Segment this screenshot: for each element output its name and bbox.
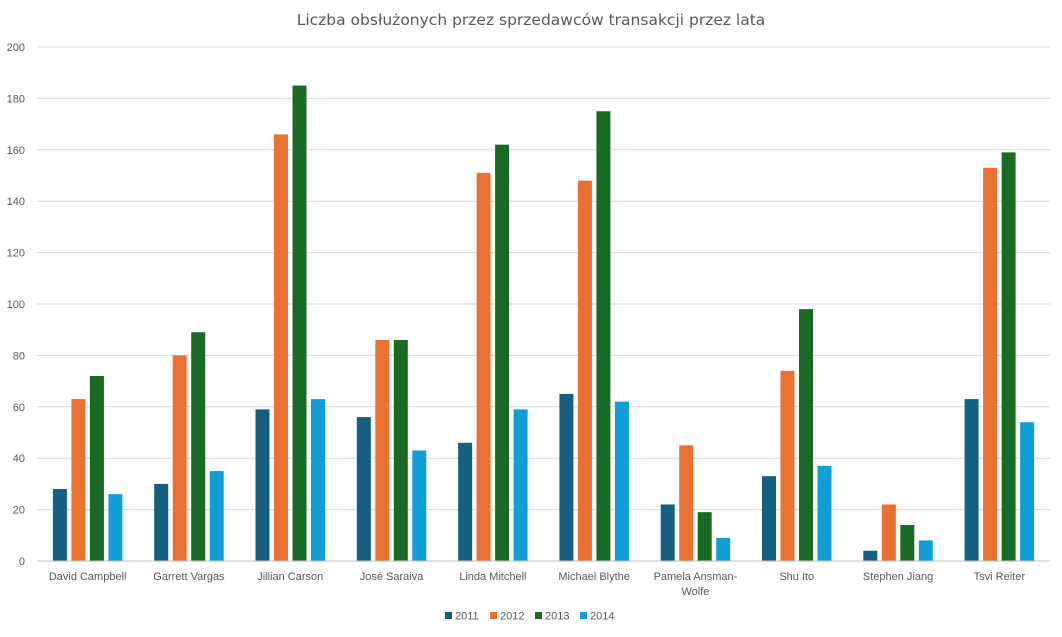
chart-title: Liczba obsłużonych przez sprzedawców tra… xyxy=(297,11,766,29)
bar xyxy=(458,442,473,561)
category-labels: David Campbell Garrett Vargas Jillian Cars… xyxy=(49,571,1026,598)
bar xyxy=(900,525,915,561)
bar xyxy=(679,445,694,561)
x-category-label: Stephen Jiang xyxy=(863,571,933,583)
bar xyxy=(209,471,224,561)
bar xyxy=(983,167,998,562)
bar xyxy=(1020,422,1035,561)
x-category-label: Jillian Carson xyxy=(257,571,323,583)
legend-swatch xyxy=(580,612,587,619)
legend-swatch xyxy=(445,612,452,619)
y-tick-label: 80 xyxy=(13,350,25,362)
x-category-label: Linda Mitchell xyxy=(459,571,526,583)
bar xyxy=(476,172,491,561)
bar xyxy=(863,550,878,561)
bar xyxy=(356,417,371,561)
x-category-label: Tsvi Reiter xyxy=(974,571,1026,583)
bar xyxy=(964,399,979,561)
y-tick-label: 20 xyxy=(13,505,25,517)
bar xyxy=(716,537,731,561)
y-axis-ticks: 0 20 40 60 80 100 120 140 160 180 200 xyxy=(7,42,25,568)
bar xyxy=(513,409,528,561)
bar xyxy=(596,111,611,561)
bar xyxy=(375,339,390,561)
bar xyxy=(614,401,629,561)
x-category-label: Pamela Ansman-Wolfe xyxy=(654,571,738,598)
legend-label: 2011 xyxy=(455,611,479,623)
bar xyxy=(191,332,206,561)
y-tick-label: 180 xyxy=(7,93,25,105)
gridlines xyxy=(37,46,1050,511)
x-category-label: David Campbell xyxy=(49,571,127,583)
legend-label: 2012 xyxy=(500,611,524,623)
legend-swatch xyxy=(535,612,542,619)
bar xyxy=(274,134,288,561)
y-tick-label: 100 xyxy=(7,299,25,311)
bar xyxy=(1001,152,1016,561)
bars xyxy=(52,85,1035,562)
bar xyxy=(52,489,67,561)
x-category-label: Michael Blythe xyxy=(558,571,630,583)
bar xyxy=(780,370,795,561)
legend: 2011 2012 2013 2014 xyxy=(445,611,614,623)
bar xyxy=(393,339,408,561)
bar xyxy=(697,512,712,561)
bar xyxy=(412,450,427,561)
bar xyxy=(311,399,325,561)
y-tick-label: 140 xyxy=(7,196,25,208)
legend-label: 2014 xyxy=(590,611,614,623)
legend-label: 2013 xyxy=(545,611,569,623)
x-category-label: Garrett Vargas xyxy=(153,571,225,583)
bar xyxy=(108,494,123,561)
bar xyxy=(918,540,933,561)
y-tick-label: 160 xyxy=(7,145,25,157)
y-tick-label: 200 xyxy=(7,42,25,54)
bar xyxy=(154,483,169,561)
y-tick-label: 60 xyxy=(13,402,25,414)
bar xyxy=(172,355,187,561)
bar xyxy=(255,409,270,561)
bar xyxy=(559,393,574,561)
bar xyxy=(71,399,86,561)
bar xyxy=(495,144,510,561)
y-tick-label: 0 xyxy=(19,556,25,568)
x-category-label: José Saraiva xyxy=(360,571,424,583)
bar xyxy=(881,504,896,561)
bar xyxy=(660,504,675,561)
y-tick-label: 40 xyxy=(13,453,25,465)
bar xyxy=(89,375,104,561)
bar xyxy=(292,85,307,562)
bar xyxy=(817,465,832,561)
bar xyxy=(799,309,813,561)
bar xyxy=(577,180,592,561)
bar xyxy=(762,476,776,561)
y-tick-label: 120 xyxy=(7,248,25,260)
legend-swatch xyxy=(490,612,497,619)
x-category-label: Shu Ito xyxy=(779,571,814,583)
